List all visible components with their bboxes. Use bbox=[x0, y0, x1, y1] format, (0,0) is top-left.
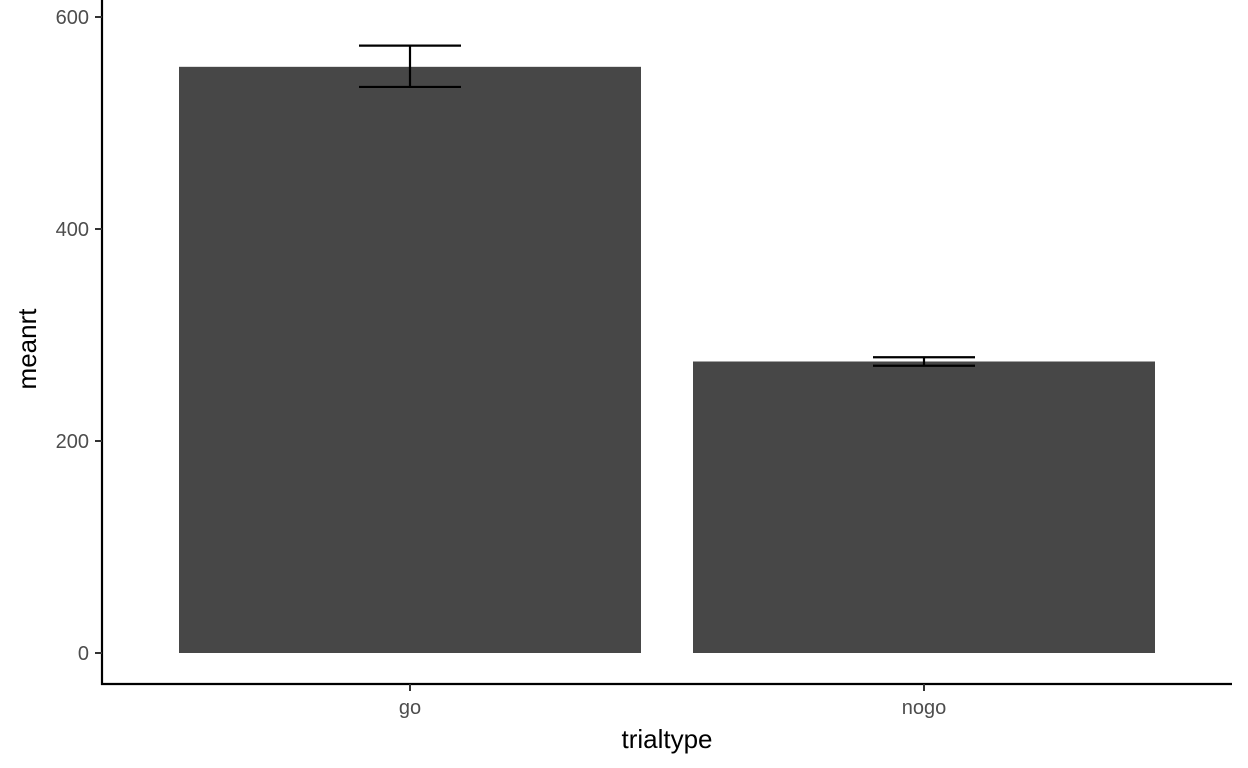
x-tick-label-nogo: nogo bbox=[902, 697, 947, 719]
x-axis-ticks: go nogo bbox=[399, 684, 946, 719]
y-tick-label-600: 600 bbox=[56, 7, 89, 29]
x-axis-title: trialtype bbox=[621, 724, 712, 754]
error-bars-group bbox=[359, 44, 975, 367]
y-tick-label-0: 0 bbox=[78, 643, 89, 665]
bar-nogo bbox=[693, 361, 1155, 653]
bars-group bbox=[179, 66, 1155, 653]
x-tick-label-go: go bbox=[399, 697, 421, 719]
y-axis-title: meanrt bbox=[12, 308, 42, 390]
y-tick-label-400: 400 bbox=[56, 219, 89, 241]
bar-go bbox=[179, 66, 641, 653]
y-axis-ticks: 0 200 400 600 bbox=[56, 7, 102, 665]
y-tick-label-200: 200 bbox=[56, 431, 89, 453]
